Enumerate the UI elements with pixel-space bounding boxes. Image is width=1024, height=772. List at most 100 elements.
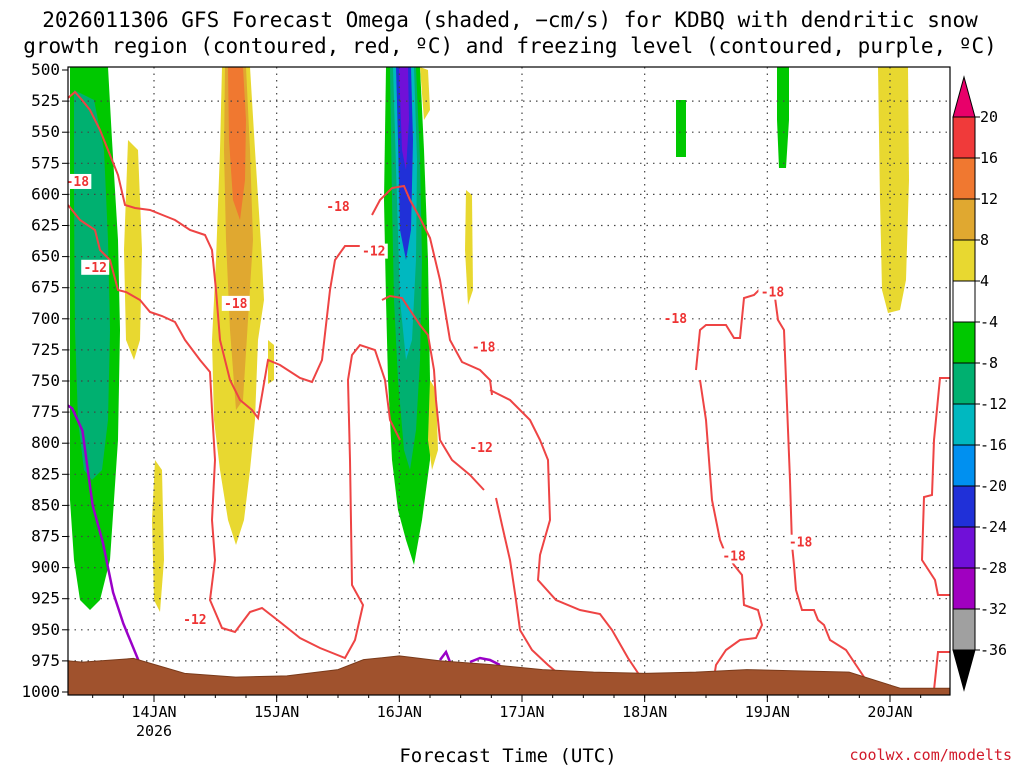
x-tick-label: 15JAN: [254, 703, 299, 721]
colorbar-tick-label: 8: [980, 231, 989, 249]
x-axis-label: Forecast Time (UTC): [399, 745, 616, 767]
y-tick-label: 650: [31, 247, 60, 266]
dgz-contour-16jan-lower: [381, 294, 485, 491]
y-tick-label: 550: [31, 122, 60, 141]
dgz-contour-19jan-left: [695, 285, 891, 691]
dgz-contour-19jan-lower: [699, 379, 764, 691]
y-tick-label: 975: [31, 651, 60, 670]
colorbar-swatch: [952, 198, 976, 241]
colorbar-swatch: [952, 485, 976, 528]
colorbar-tick-label: -20: [980, 477, 1007, 495]
contour-label: -18: [224, 297, 248, 312]
omega-shade-green-18jan-patch: [676, 100, 686, 157]
contour-label-bg: [359, 243, 388, 259]
x-tick-label: 19JAN: [745, 703, 790, 721]
colorbar-tick-label: -8: [980, 354, 998, 372]
contour-label: -18: [789, 536, 813, 551]
y-tick-label: 525: [31, 91, 60, 110]
colorbar-bottom-arrow: [952, 649, 976, 692]
dgz-contour-16jan: [371, 184, 493, 396]
colorbar-tick-label: -36: [980, 641, 1007, 659]
contour-label: -18: [664, 312, 688, 327]
omega-shade-green-19jan-patch: [777, 67, 789, 168]
x-tick-label: 16JAN: [377, 703, 422, 721]
dgz-contours: [68, 90, 950, 691]
colorbar-swatch: [952, 403, 976, 446]
dgz-contour-left-lower: [68, 204, 401, 660]
y-tick-label: 1000: [21, 682, 60, 701]
colorbar-top-arrow: [952, 75, 976, 118]
y-tick-label: 725: [31, 340, 60, 359]
contour-label-bg: [469, 339, 498, 355]
dgz-contour-right-edge: [920, 377, 950, 596]
chart-title-line-2: growth region (contoured, red, ºC) and f…: [23, 34, 997, 58]
y-tick-label: 700: [31, 309, 60, 328]
y-tick-label: 775: [31, 402, 60, 421]
omega-shade-yellow-16jan-right: [420, 67, 430, 120]
y-tick-label: 625: [31, 216, 60, 235]
plot-area: [68, 67, 950, 695]
colorbar: 20 16 12 8 4 -4 -8 -12 -16 -20 -24 -28 -32 -36: [952, 75, 1007, 692]
colorbar-swatch: [952, 567, 976, 610]
chart-title-line-1: 2026011306 GFS Forecast Omega (shaded, −…: [42, 8, 978, 32]
contour-label: -12: [83, 261, 106, 276]
contour-label: -18: [472, 340, 496, 355]
colorbar-swatch: [952, 321, 976, 364]
y-tick-label: 800: [31, 433, 60, 452]
x-tick-label: 17JAN: [499, 703, 544, 721]
contour-label-bg: [786, 534, 815, 550]
contour-label-bg: [467, 440, 496, 456]
y-tick-label: 950: [31, 620, 60, 639]
y-tick-label: 575: [31, 153, 60, 172]
y-axis: 500 525 550 575 600 625 650 675 700 725 750 775 800 8…: [21, 60, 68, 701]
colorbar-tick-label: -4: [980, 313, 998, 331]
contour-label-bg: [720, 548, 749, 564]
contour-label: -12: [183, 613, 206, 628]
colorbar-swatch: [952, 157, 976, 200]
freezing-level-blip-17jan: [469, 656, 501, 667]
grid-lines: [68, 67, 950, 695]
x-tick-label: 14JAN: [131, 703, 176, 721]
contour-label: -18: [66, 175, 90, 190]
contour-label-bg: [180, 611, 209, 627]
x-tick-label: 18JAN: [622, 703, 667, 721]
colorbar-swatch: [952, 280, 976, 323]
y-tick-label: 875: [31, 527, 60, 546]
omega-shade-purple-16jan-core: [399, 67, 409, 170]
freezing-level-blip-16jan: [439, 649, 452, 663]
colorbar-swatch: [952, 526, 976, 569]
colorbar-tick-label: 12: [980, 190, 998, 208]
contour-label-bg: [221, 295, 250, 311]
contour-label-bg: [81, 259, 110, 275]
contour-label: -18: [761, 286, 785, 301]
colorbar-tick-label: 20: [980, 108, 998, 126]
y-tick-label: 675: [31, 278, 60, 297]
colorbar-swatch: [952, 608, 976, 651]
y-tick-label: 825: [31, 464, 60, 483]
omega-shade-yellow-14jan-sliver: [152, 460, 164, 612]
omega-shade-yellow-16jan-mid: [465, 190, 473, 305]
contour-labels: -18 -12 -18 -18 -12 -18 -12 -12 -18 -18 -18 -18: [66, 173, 815, 628]
colorbar-tick-label: -28: [980, 559, 1007, 577]
colorbar-tick-label: -16: [980, 436, 1007, 454]
colorbar-swatch: [952, 239, 976, 282]
colorbar-tick-label: 16: [980, 149, 998, 167]
credit-link[interactable]: coolwx.com/modelts: [849, 746, 1012, 764]
y-tick-label: 500: [31, 60, 60, 79]
colorbar-tick-label: 4: [980, 272, 989, 290]
y-tick-label: 750: [31, 371, 60, 390]
colorbar-swatch: [952, 116, 976, 159]
omega-shading: [70, 67, 909, 612]
y-tick-label: 600: [31, 184, 60, 203]
contour-label: -12: [362, 245, 385, 260]
dgz-contour-17jan: [489, 389, 649, 683]
contour-label-bg: [758, 284, 787, 300]
contour-label: -12: [469, 441, 492, 456]
omega-shade-yellow-lower-left: [124, 140, 142, 360]
y-tick-label: 925: [31, 589, 60, 608]
y-tick-label: 900: [31, 558, 60, 577]
x-tick-sublabel: 2026: [136, 722, 172, 740]
freezing-level-line: [68, 404, 160, 678]
